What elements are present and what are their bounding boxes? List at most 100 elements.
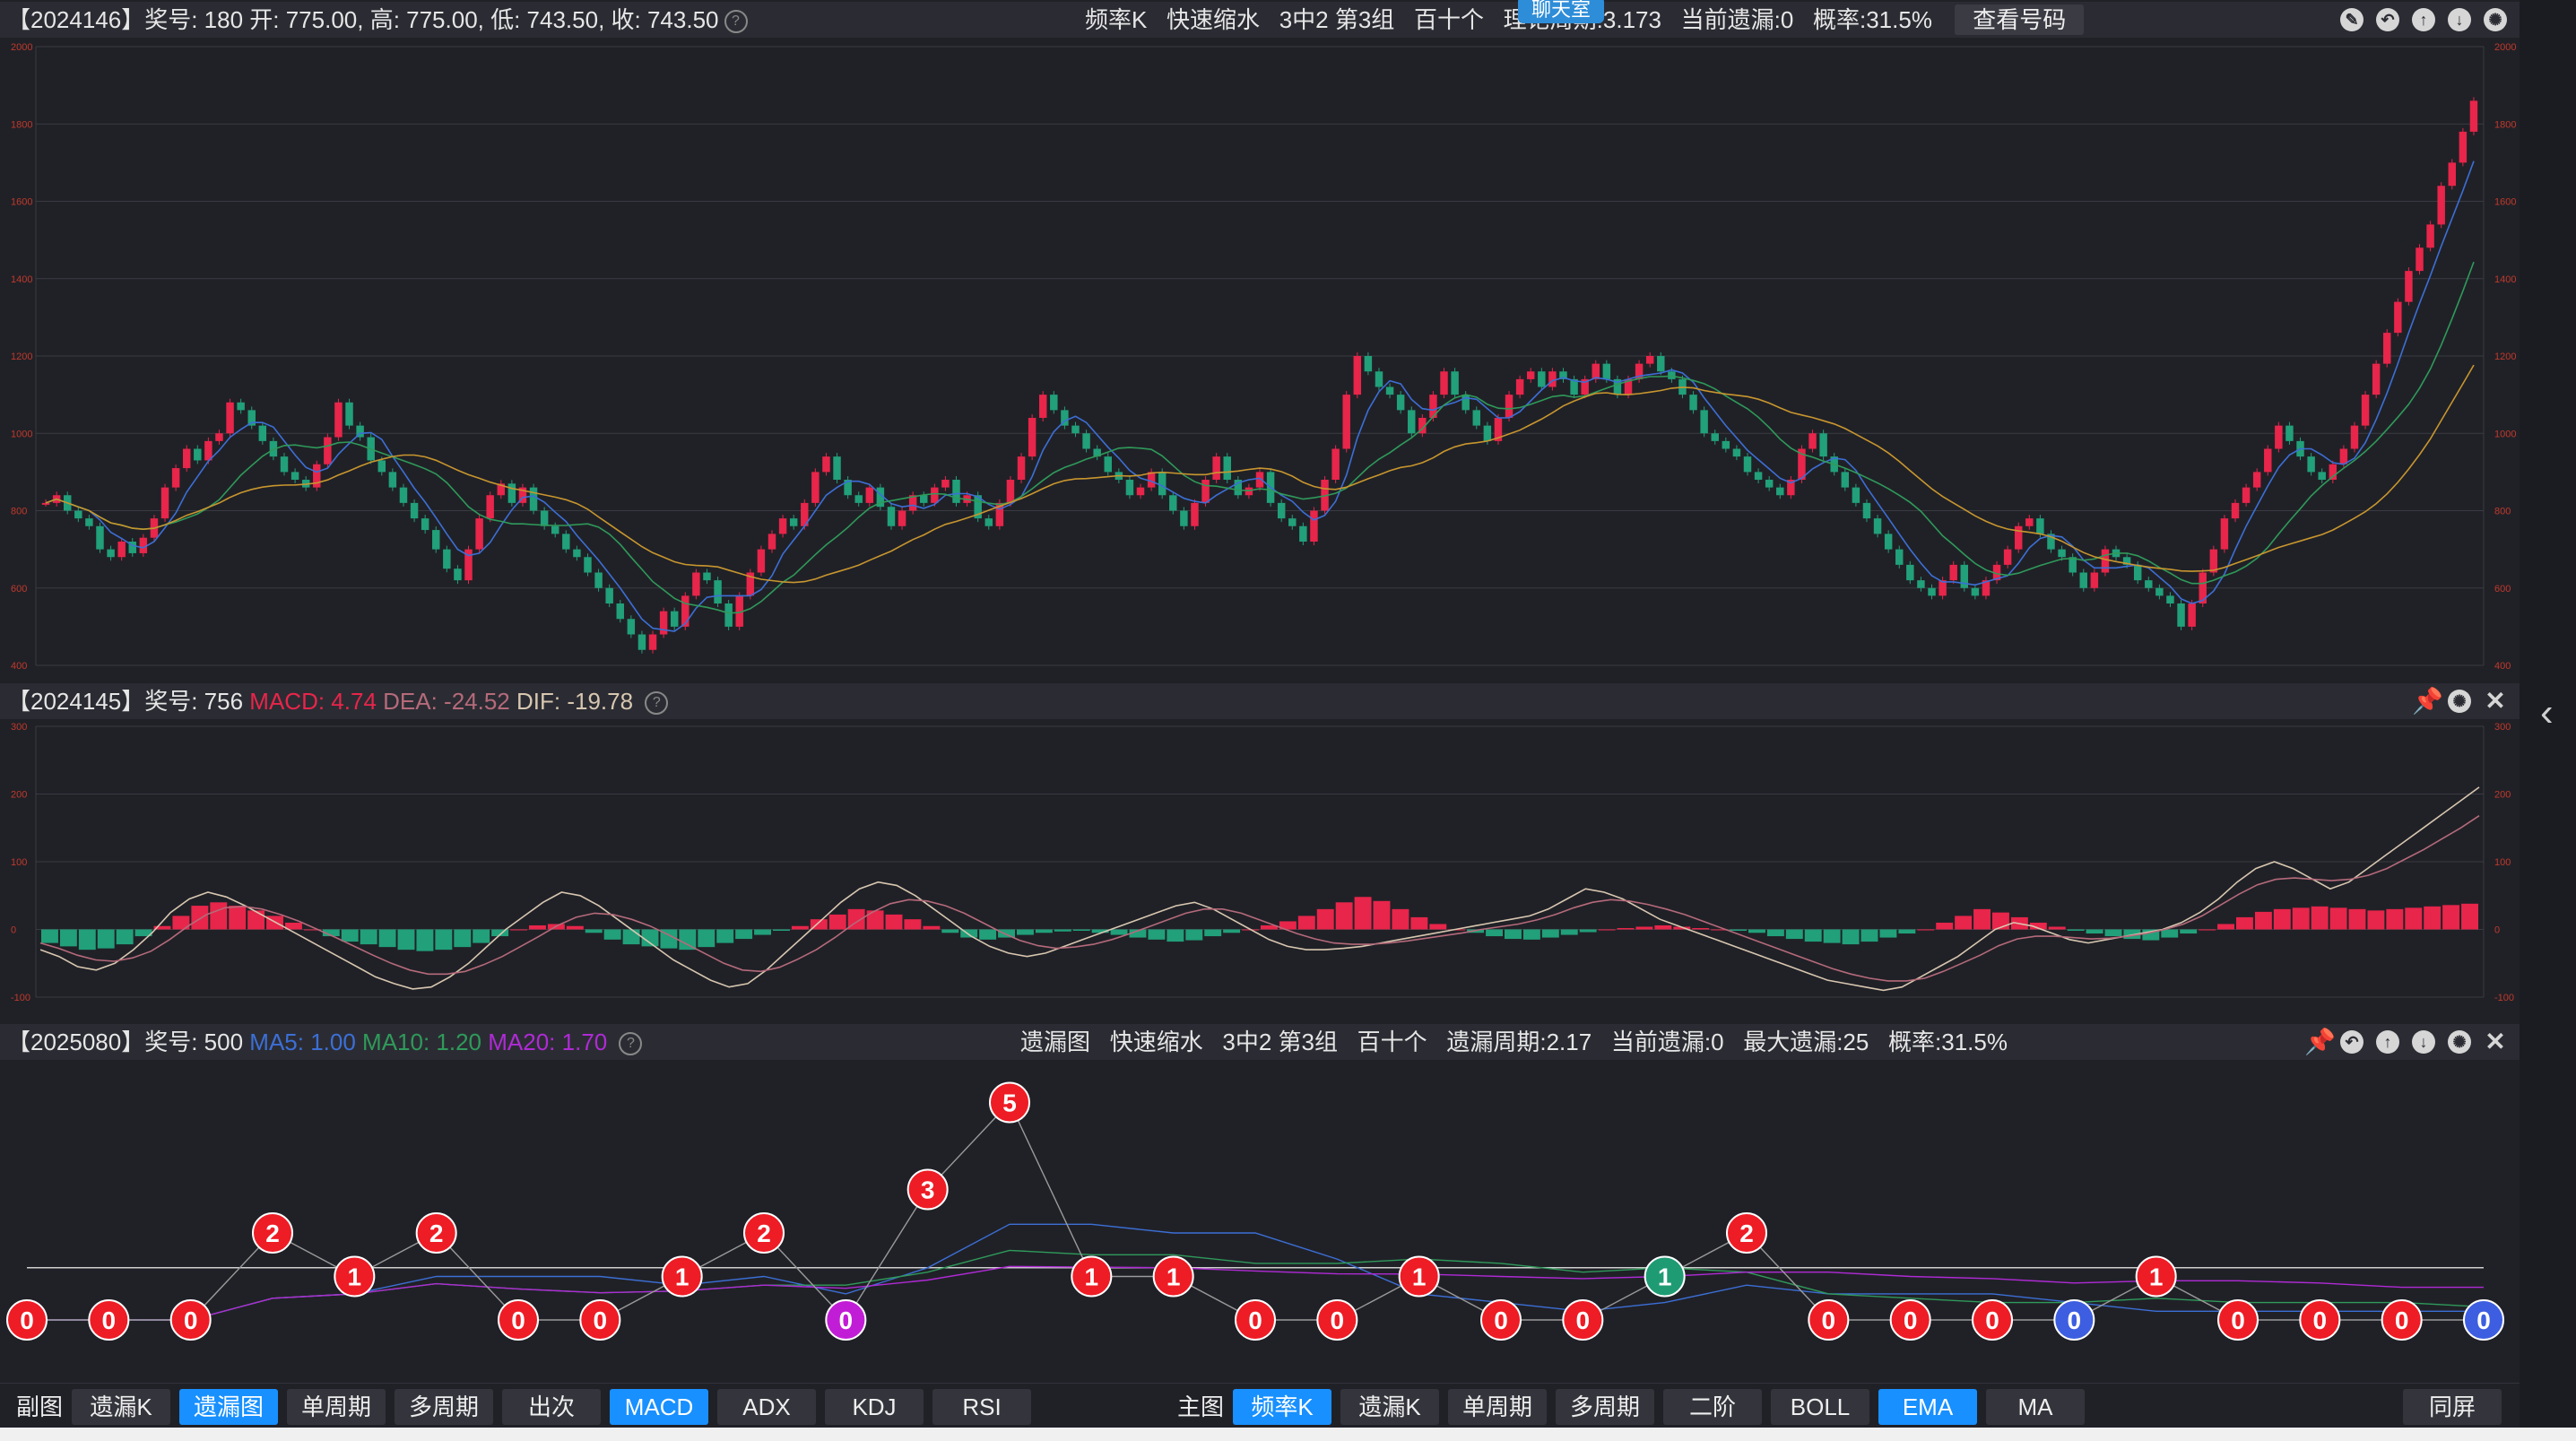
macd-bar [660, 929, 678, 949]
macd-bar [1185, 929, 1203, 941]
settings-icon[interactable]: ✺ [2448, 690, 2471, 713]
macd-bar [1279, 921, 1297, 930]
candle [1917, 580, 1925, 588]
kline-axis-label-right: 800 [2494, 507, 2511, 517]
toolbar-button-MA[interactable]: MA [1986, 1389, 2085, 1425]
candle [258, 425, 267, 441]
macd-tools: 📌 ✺ ✕ [2412, 683, 2507, 719]
collapse-chevron-icon[interactable]: ‹ [2540, 690, 2554, 734]
toolbar-button-遗漏K[interactable]: 遗漏K [72, 1389, 170, 1425]
kline-ma-line [45, 161, 2475, 632]
toolbar-button-MACD[interactable]: MACD [610, 1389, 708, 1425]
candle [2437, 186, 2445, 225]
candle [399, 487, 408, 503]
toolbar-button-单周期[interactable]: 单周期 [1448, 1389, 1547, 1425]
help-icon[interactable]: ? [724, 10, 748, 34]
toolbar-button-二阶[interactable]: 二阶 [1663, 1389, 1762, 1425]
candle [1873, 518, 1882, 534]
toolbar-button-KDJ[interactable]: KDJ [825, 1389, 924, 1425]
macd-axis-label-left: 0 [11, 925, 16, 936]
candle [1635, 363, 1644, 379]
toolbar-button-遗漏K[interactable]: 遗漏K [1340, 1389, 1439, 1425]
macd-bar [360, 929, 377, 945]
kline-axis-label-left: 800 [11, 507, 27, 517]
miss-point-label: 0 [594, 1306, 608, 1334]
miss-point-label: 0 [839, 1306, 854, 1334]
macd-chart[interactable]: 300 300 200 200 100 100 0 0 -100 -100 [0, 719, 2520, 1006]
settings-icon[interactable]: ✺ [2484, 8, 2507, 31]
candle [1483, 425, 1492, 441]
candle [1700, 410, 1708, 434]
toolbar-button-出次[interactable]: 出次 [502, 1389, 601, 1425]
toolbar-button-单周期[interactable]: 单周期 [287, 1389, 386, 1425]
settings-icon[interactable]: ✺ [2448, 1030, 2471, 1054]
arrow-up-icon[interactable]: ↑ [2376, 1030, 2399, 1054]
toolbar-button-遗漏图[interactable]: 遗漏图 [179, 1389, 278, 1425]
miss-point [1644, 1255, 1686, 1298]
toolbar-button-多周期[interactable]: 多周期 [1556, 1389, 1654, 1425]
macd-bar [1373, 900, 1391, 930]
macd-bar [2104, 929, 2122, 937]
candle [160, 487, 169, 519]
toolbar-button-RSI[interactable]: RSI [932, 1389, 1031, 1425]
miss-point [2135, 1255, 2177, 1298]
macd-bar [2067, 929, 2085, 932]
macd-axis-label-right: 300 [2494, 722, 2511, 733]
macd-bar [773, 929, 790, 932]
kline-axis-label-left: 1600 [11, 197, 32, 208]
candle [1342, 395, 1350, 449]
toolbar-button-EMA[interactable]: EMA [1878, 1389, 1977, 1425]
macd-bar [1730, 929, 1747, 932]
candle [171, 468, 180, 488]
candle [1765, 480, 1774, 488]
chat-room-button[interactable]: 聊天室 [1518, 0, 1604, 23]
macd-line [39, 815, 2480, 982]
macd-axis-label-right: 0 [2494, 925, 2500, 936]
toolbar-button-频率K[interactable]: 频率K [1233, 1389, 1331, 1425]
edit-icon[interactable]: ✎ [2340, 8, 2364, 31]
miss-point-label: 0 [1904, 1306, 1918, 1334]
same-screen-button[interactable]: 同屏 [2403, 1389, 2502, 1425]
miss-point [1889, 1299, 1931, 1341]
close-icon[interactable]: ✕ [2485, 1028, 2506, 1055]
miss-point [415, 1212, 457, 1254]
macd-bar [1804, 929, 1822, 942]
macd-bar [78, 929, 96, 951]
macd-bar [1766, 929, 1784, 937]
arrow-down-icon[interactable]: ↓ [2412, 1030, 2435, 1054]
candle [605, 587, 613, 603]
undo-icon[interactable]: ↶ [2376, 8, 2399, 31]
candle [1385, 386, 1394, 395]
candle [876, 487, 885, 508]
view-numbers-button[interactable]: 查看号码 [1955, 4, 2085, 35]
miss-point [825, 1299, 867, 1341]
candle [2079, 572, 2087, 588]
help-icon[interactable]: ? [645, 691, 669, 716]
arrow-up-icon[interactable]: ↑ [2412, 8, 2435, 31]
macd-bar [41, 929, 58, 943]
macd-bar [679, 929, 697, 951]
close-icon[interactable]: ✕ [2485, 687, 2506, 715]
pin-icon[interactable]: 📌 [2412, 687, 2443, 715]
macd-bar [2199, 929, 2216, 931]
candle [637, 634, 646, 650]
candle [2285, 425, 2294, 441]
macd-bar [1204, 929, 1222, 937]
miss-stat-max: 最大遗漏:25 [1743, 1029, 1869, 1055]
macd-bar [1091, 929, 1109, 933]
miss-chart[interactable]: 0 0 0 2 1 2 0 0 1 2 0 3 5 1 1 0 0 1 0 0 1 2 0 0 0 0 1 0 0 0 0 [0, 1062, 2520, 1381]
candle [1895, 549, 1904, 565]
undo-icon[interactable]: ↶ [2340, 1030, 2364, 1054]
macd-bar [510, 929, 527, 931]
pin-icon[interactable]: 📌 [2304, 1028, 2336, 1055]
ma20-value: MA20: 1.70 [488, 1029, 608, 1055]
toolbar-button-多周期[interactable]: 多周期 [395, 1389, 493, 1425]
candle [1375, 371, 1383, 387]
toolbar-button-ADX[interactable]: ADX [717, 1389, 816, 1425]
kline-chart[interactable]: 2000 2000 1800 1800 1600 1600 1400 1400 1200 1200… [0, 38, 2520, 673]
miss-point-label: 0 [102, 1306, 117, 1334]
candle [1147, 472, 1156, 488]
toolbar-button-BOLL[interactable]: BOLL [1771, 1389, 1869, 1425]
arrow-down-icon[interactable]: ↓ [2448, 8, 2471, 31]
help-icon[interactable]: ? [619, 1032, 643, 1056]
